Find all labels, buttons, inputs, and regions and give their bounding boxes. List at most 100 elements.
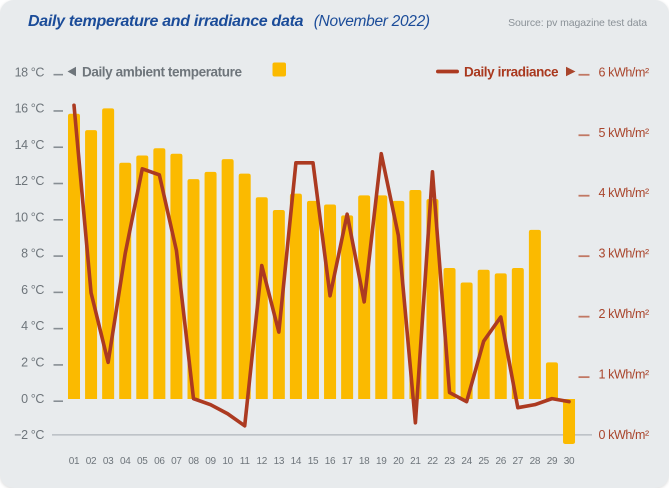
- left-axis-tick-mark: [53, 400, 63, 402]
- bar-day-13: [272, 209, 285, 399]
- x-axis-day-label: 28: [530, 456, 541, 467]
- chart-title-group: Daily temperature and irradiance data (N…: [28, 13, 430, 31]
- right-axis-tick-mark: [578, 194, 590, 197]
- bar-day-21: [409, 189, 422, 399]
- x-axis-day-label: 22: [427, 456, 438, 467]
- irradiance-legend-swatch: [436, 69, 459, 74]
- bar-day-05: [136, 155, 149, 399]
- x-axis-day-label: 06: [154, 456, 165, 467]
- bar-day-01: [68, 113, 80, 399]
- temperature-legend-swatch: [272, 62, 286, 77]
- right-axis-tick-mark: [578, 73, 590, 76]
- bar-day-30: [563, 399, 576, 444]
- x-axis-day-label: 24: [461, 456, 472, 467]
- left-axis-tick-mark: [53, 255, 63, 257]
- x-axis-day-label: 20: [393, 456, 404, 467]
- x-axis-day-label: 23: [444, 456, 455, 467]
- chart-header: Daily temperature and irradiance data (N…: [28, 13, 647, 31]
- x-axis-day-label: 01: [69, 456, 80, 467]
- right-axis-tick-label: 6 kWh/m²: [599, 65, 650, 79]
- bar-day-12: [255, 197, 268, 399]
- right-axis-tick-label: 2 kWh/m²: [599, 307, 650, 321]
- left-arrow-icon: [67, 66, 76, 77]
- bar-day-03: [102, 108, 115, 400]
- chart-subtitle: (November 2022): [313, 13, 430, 30]
- bar-day-22: [426, 199, 439, 399]
- bar-day-28: [528, 229, 541, 399]
- bar-day-07: [170, 153, 183, 399]
- bar-day-14: [289, 193, 302, 399]
- right-axis-tick-label: 1 kWh/m²: [599, 368, 650, 382]
- left-axis-tick-label: −2 °C: [14, 428, 44, 442]
- x-axis-day-label: 03: [103, 456, 114, 467]
- left-axis-tick-mark: [53, 219, 63, 221]
- left-axis-tick-label: 10 °C: [15, 210, 45, 224]
- x-axis-day-label: 07: [171, 456, 182, 467]
- right-axis-tick-mark: [578, 255, 590, 258]
- x-axis-day-label: 19: [376, 456, 387, 467]
- x-axis-day-label: 16: [325, 456, 336, 467]
- right-axis-tick-label: 3 kWh/m²: [599, 247, 650, 261]
- right-arrow-icon: [566, 66, 576, 77]
- x-axis-day-label: 05: [137, 456, 148, 467]
- bar-day-29: [545, 362, 558, 399]
- x-axis-day-label: 12: [257, 456, 268, 467]
- bar-day-10: [221, 159, 234, 399]
- bar-day-26: [494, 273, 507, 399]
- bar-day-24: [460, 282, 473, 399]
- left-axis-tick-mark: [53, 73, 63, 76]
- bar-day-11: [238, 173, 251, 399]
- x-axis-day-label: 10: [222, 456, 233, 467]
- left-axis-tick-label: 2 °C: [21, 356, 44, 370]
- right-axis-tick-mark: [578, 376, 590, 379]
- x-axis-day-label: 14: [291, 456, 302, 467]
- left-axis-tick-label: 0 °C: [21, 392, 44, 406]
- x-axis-day-label: 25: [478, 456, 489, 467]
- chart-title: Daily temperature and irradiance data: [28, 13, 304, 30]
- left-axis-tick-mark: [53, 146, 63, 149]
- right-axis-tick-mark: [578, 134, 590, 137]
- x-axis-day-label: 18: [359, 456, 370, 467]
- x-axis-day-label: 13: [274, 456, 285, 467]
- left-axis-tick-mark: [53, 364, 63, 366]
- x-axis-day-label: 27: [513, 456, 524, 467]
- left-axis-tick-label: 18 °C: [15, 65, 45, 79]
- temperature-legend-label: Daily ambient temperature: [82, 64, 242, 79]
- left-axis-tick-label: 16 °C: [15, 102, 45, 116]
- bar-day-17: [341, 215, 354, 399]
- x-axis-day-label: 09: [205, 456, 216, 467]
- left-axis-tick-label: 12 °C: [15, 174, 45, 188]
- left-axis-tick-label: 4 °C: [21, 319, 44, 333]
- bar-day-27: [511, 267, 524, 399]
- x-axis-day-label: 04: [120, 456, 131, 467]
- source-label: Source: pv magazine test data: [508, 17, 647, 29]
- x-axis-day-label: 08: [188, 456, 199, 467]
- x-axis-day-label: 26: [495, 456, 506, 467]
- bar-day-02: [85, 130, 98, 400]
- left-axis-tick-mark: [53, 291, 63, 294]
- left-axis-tick-mark: [53, 110, 63, 112]
- bar-day-08: [187, 179, 200, 399]
- irradiance-line: [72, 103, 571, 428]
- left-axis-tick-label: 6 °C: [21, 283, 44, 297]
- right-axis-tick-label: 5 kWh/m²: [599, 126, 650, 140]
- right-axis-tick-label: 0 kWh/m²: [599, 428, 650, 442]
- left-axis-tick-mark: [53, 182, 63, 185]
- left-axis-tick-label: 14 °C: [15, 138, 45, 152]
- bar-day-16: [324, 204, 337, 399]
- bar-day-19: [375, 195, 388, 399]
- left-axis-tick-label: 8 °C: [21, 247, 44, 261]
- x-axis-day-label: 11: [240, 456, 251, 467]
- x-axis-day-label: 29: [547, 456, 558, 467]
- bar-day-06: [153, 148, 166, 399]
- x-axis-day-label: 30: [564, 456, 575, 467]
- right-axis-tick-mark: [578, 315, 590, 318]
- x-axis-day-label: 17: [342, 456, 353, 467]
- x-axis-day-label: 21: [410, 456, 421, 467]
- right-axis-tick-label: 4 kWh/m²: [599, 186, 650, 200]
- left-axis-tick-mark: [53, 327, 63, 330]
- bar-day-04: [119, 162, 132, 399]
- x-axis-day-label: 15: [308, 456, 319, 467]
